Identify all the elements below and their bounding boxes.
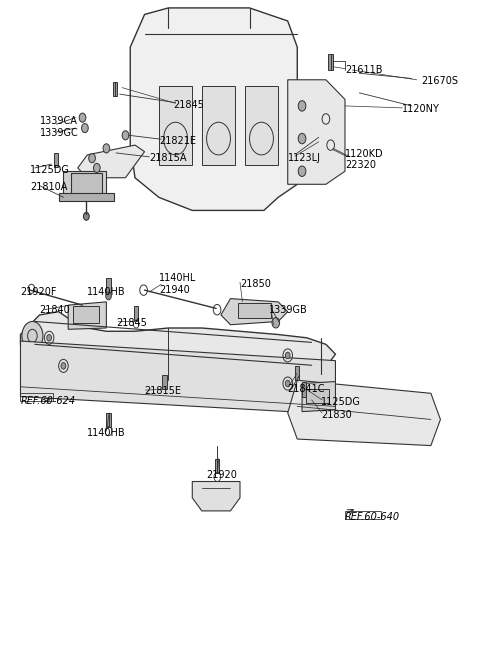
- Bar: [328, 54, 333, 70]
- Bar: [159, 87, 192, 165]
- Bar: [162, 375, 167, 390]
- Text: REF.60-640: REF.60-640: [345, 512, 400, 522]
- Text: 21845: 21845: [116, 318, 147, 329]
- Bar: [345, 511, 381, 519]
- Polygon shape: [288, 80, 345, 184]
- Polygon shape: [21, 341, 336, 414]
- Text: 1125DG: 1125DG: [321, 397, 361, 407]
- Text: 1120KD
22320: 1120KD 22320: [345, 149, 384, 171]
- Text: 1140HL
21940: 1140HL 21940: [159, 274, 196, 295]
- Bar: [71, 173, 102, 199]
- Bar: [134, 306, 138, 320]
- Text: 21845: 21845: [173, 100, 204, 110]
- Bar: [306, 389, 329, 403]
- Polygon shape: [192, 482, 240, 511]
- Bar: [302, 382, 306, 397]
- Circle shape: [285, 352, 290, 359]
- Circle shape: [298, 100, 306, 111]
- Text: 21815A: 21815A: [149, 153, 187, 163]
- Text: 21611B: 21611B: [345, 65, 383, 75]
- Circle shape: [298, 166, 306, 176]
- Text: 21841C: 21841C: [288, 384, 325, 394]
- Bar: [113, 82, 117, 96]
- Circle shape: [272, 318, 280, 328]
- Text: 1339CA
1339GC: 1339CA 1339GC: [39, 116, 78, 138]
- Circle shape: [84, 213, 89, 220]
- Circle shape: [285, 380, 290, 387]
- Text: 21920: 21920: [206, 470, 238, 480]
- Bar: [21, 394, 53, 401]
- Circle shape: [122, 131, 129, 140]
- Text: REF.60-624: REF.60-624: [21, 396, 76, 406]
- Circle shape: [103, 144, 110, 153]
- Polygon shape: [130, 8, 297, 211]
- Text: 1123LJ: 1123LJ: [288, 153, 321, 163]
- Polygon shape: [78, 145, 144, 178]
- Text: 21850: 21850: [240, 279, 271, 289]
- Circle shape: [89, 154, 96, 163]
- Circle shape: [47, 335, 51, 341]
- Text: 21830: 21830: [321, 410, 352, 420]
- Polygon shape: [21, 312, 336, 382]
- Text: 21920F: 21920F: [21, 287, 57, 297]
- Text: 1125DG: 1125DG: [30, 165, 70, 175]
- Circle shape: [94, 163, 100, 173]
- Polygon shape: [68, 302, 107, 329]
- Bar: [215, 459, 219, 473]
- Polygon shape: [221, 298, 288, 325]
- Text: 21821E: 21821E: [159, 136, 196, 146]
- Text: 21670S: 21670S: [421, 76, 458, 86]
- Circle shape: [298, 133, 306, 144]
- Polygon shape: [63, 171, 107, 197]
- Text: 21810A: 21810A: [30, 182, 67, 192]
- Circle shape: [61, 363, 66, 369]
- Circle shape: [106, 292, 111, 300]
- Text: 1120NY: 1120NY: [402, 104, 440, 114]
- Bar: [107, 277, 111, 292]
- Bar: [54, 153, 58, 167]
- Bar: [59, 194, 114, 201]
- Text: 21840: 21840: [39, 305, 70, 316]
- Bar: [245, 87, 278, 165]
- Text: 1140HB: 1140HB: [87, 428, 126, 438]
- Text: 1339GB: 1339GB: [269, 305, 307, 316]
- Text: 1140HB: 1140HB: [87, 287, 126, 297]
- Circle shape: [82, 123, 88, 133]
- Bar: [73, 306, 99, 323]
- Bar: [238, 303, 271, 318]
- Text: 21815E: 21815E: [144, 386, 181, 396]
- Bar: [295, 366, 299, 380]
- Bar: [107, 413, 111, 427]
- Circle shape: [79, 113, 86, 122]
- Bar: [202, 87, 235, 165]
- Polygon shape: [288, 380, 441, 445]
- Circle shape: [22, 321, 43, 350]
- Polygon shape: [302, 382, 336, 411]
